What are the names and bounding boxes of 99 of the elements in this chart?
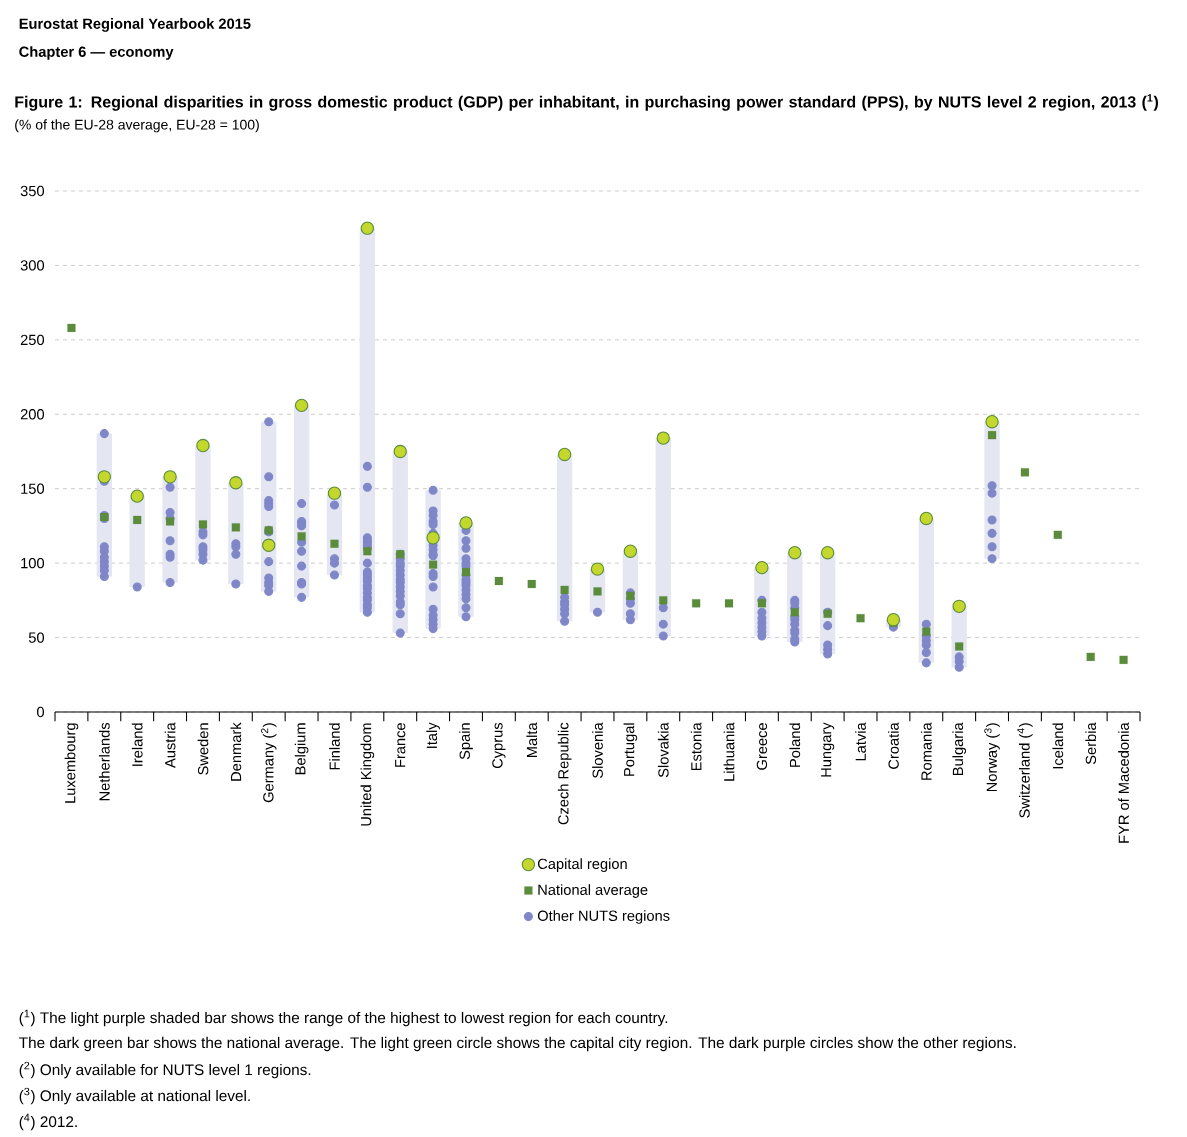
x-tick-label: Portugal bbox=[623, 723, 638, 776]
x-tick-label: Lithuania bbox=[723, 722, 735, 781]
x-tick-label: FYR of Macedonia bbox=[1118, 722, 1129, 843]
chart-title: Figure 1: Regional disparities in gross domestic product (GDP) per inhabitant, in purchasing power standard (PPS), by NUTS level 2 region, 2013 ($^{1}$) bbox=[15, 94, 1159, 111]
point bbox=[229, 476, 243, 490]
x-tick-label: Czech Republic bbox=[557, 722, 572, 825]
y-tick-label: 0 bbox=[37, 706, 45, 718]
x-tick-label: Sweden bbox=[197, 723, 209, 775]
x-tick-label: Finland bbox=[329, 723, 340, 770]
point bbox=[1053, 530, 1062, 539]
x-tick-label: Slovakia bbox=[657, 722, 669, 778]
x-tick-label: Iceland bbox=[1052, 723, 1064, 769]
x-tick-label: Austria bbox=[164, 722, 176, 769]
point bbox=[724, 599, 734, 608]
x-tick-label: Netherlands bbox=[98, 722, 110, 801]
point bbox=[262, 538, 276, 552]
point bbox=[1119, 655, 1128, 664]
x-tick-label: Cyprus bbox=[492, 722, 506, 769]
point bbox=[327, 486, 342, 500]
point bbox=[593, 587, 602, 596]
x-tick-label: Bulgaria bbox=[952, 722, 966, 775]
legend-label: Other NUTS regions bbox=[537, 910, 670, 924]
point bbox=[560, 585, 569, 594]
point bbox=[67, 323, 76, 333]
point bbox=[755, 560, 769, 575]
legend-label: National average bbox=[538, 884, 648, 898]
point bbox=[955, 642, 964, 651]
point bbox=[757, 599, 766, 608]
y-tick-label: 300 bbox=[20, 260, 45, 271]
x-tick-label: Norway ($^{3}$) bbox=[984, 723, 1000, 792]
point bbox=[133, 515, 142, 525]
point bbox=[231, 523, 240, 532]
y-tick-label: 100 bbox=[21, 557, 45, 569]
y-tick-label: 50 bbox=[28, 632, 45, 643]
x-tick-label: Ireland bbox=[131, 723, 143, 766]
y-tick-label: 150 bbox=[21, 483, 45, 494]
point bbox=[166, 517, 175, 526]
point bbox=[692, 599, 701, 608]
point bbox=[952, 599, 966, 613]
point bbox=[1086, 652, 1095, 661]
x-tick-label: Spain bbox=[459, 723, 473, 760]
y-tick-label: 250 bbox=[20, 334, 45, 346]
point bbox=[330, 539, 339, 548]
point bbox=[987, 431, 997, 440]
text: ($^{4}$) 2012. bbox=[19, 1113, 77, 1131]
x-tick-label: Greece bbox=[756, 723, 768, 770]
text: Chapter 6 — economy bbox=[19, 46, 174, 60]
point bbox=[393, 444, 407, 459]
point bbox=[130, 489, 144, 503]
point bbox=[97, 470, 111, 484]
point bbox=[919, 511, 933, 526]
point bbox=[856, 614, 865, 623]
text: ($^{3}$) Only available at national level. bbox=[19, 1087, 250, 1105]
point bbox=[429, 560, 438, 569]
x-tick-label: Hungary bbox=[821, 722, 835, 777]
legend-label: Capital region bbox=[537, 858, 627, 872]
text: ($^{2}$) Only available for NUTS level 1 regions. bbox=[19, 1061, 311, 1079]
point bbox=[820, 546, 835, 560]
point bbox=[363, 547, 372, 556]
x-tick-label: Estonia bbox=[690, 722, 702, 771]
point bbox=[294, 398, 309, 413]
point bbox=[557, 447, 572, 462]
text: ($^{1}$) The light purple shaded bar shows the range of the highest to lowest region for each country. bbox=[19, 1009, 668, 1027]
x-tick-label: Switzerland ($^{4}$) bbox=[1017, 723, 1033, 818]
x-tick-label: Slovenia bbox=[592, 722, 603, 778]
point bbox=[886, 613, 901, 627]
x-tick-label: Poland bbox=[789, 723, 801, 767]
text: Eurostat Regional Yearbook 2015 bbox=[19, 18, 251, 32]
point bbox=[198, 520, 208, 529]
point bbox=[1020, 468, 1030, 477]
x-tick-label: Belgium bbox=[294, 723, 309, 775]
point bbox=[656, 431, 670, 445]
x-tick-label: Malta bbox=[526, 722, 538, 758]
point bbox=[788, 546, 802, 560]
x-tick-label: Luxembourg bbox=[64, 723, 79, 803]
y-tick-label: 350 bbox=[20, 185, 45, 197]
x-tick-label: Serbia bbox=[1085, 722, 1097, 765]
text: The dark green bar shows the national average. The light green circle shows the capital city region. The dark purple circles show the other regions. bbox=[19, 1036, 1016, 1052]
x-tick-label: Italy bbox=[426, 722, 440, 748]
x-tick-label: Germany ($^{2}$) bbox=[260, 723, 277, 803]
x-tick-label: Romania bbox=[920, 722, 932, 780]
chart-subtitle: (% of the EU-28 average, EU-28 = 100) bbox=[15, 119, 259, 133]
point bbox=[360, 221, 375, 235]
point bbox=[659, 596, 668, 605]
point bbox=[922, 627, 931, 636]
y-tick-label: 200 bbox=[20, 409, 45, 420]
point bbox=[985, 415, 999, 429]
point bbox=[590, 562, 605, 576]
x-tick-label: Croatia bbox=[888, 722, 899, 769]
point bbox=[527, 579, 536, 589]
x-tick-label: United Kingdom bbox=[360, 723, 375, 826]
x-tick-label: Latvia bbox=[855, 722, 866, 761]
x-tick-label: France bbox=[395, 723, 406, 767]
point bbox=[196, 438, 210, 453]
x-tick-label: Denmark bbox=[230, 722, 242, 781]
point bbox=[426, 531, 440, 545]
point bbox=[494, 576, 503, 586]
point bbox=[623, 544, 638, 558]
point bbox=[163, 470, 177, 484]
